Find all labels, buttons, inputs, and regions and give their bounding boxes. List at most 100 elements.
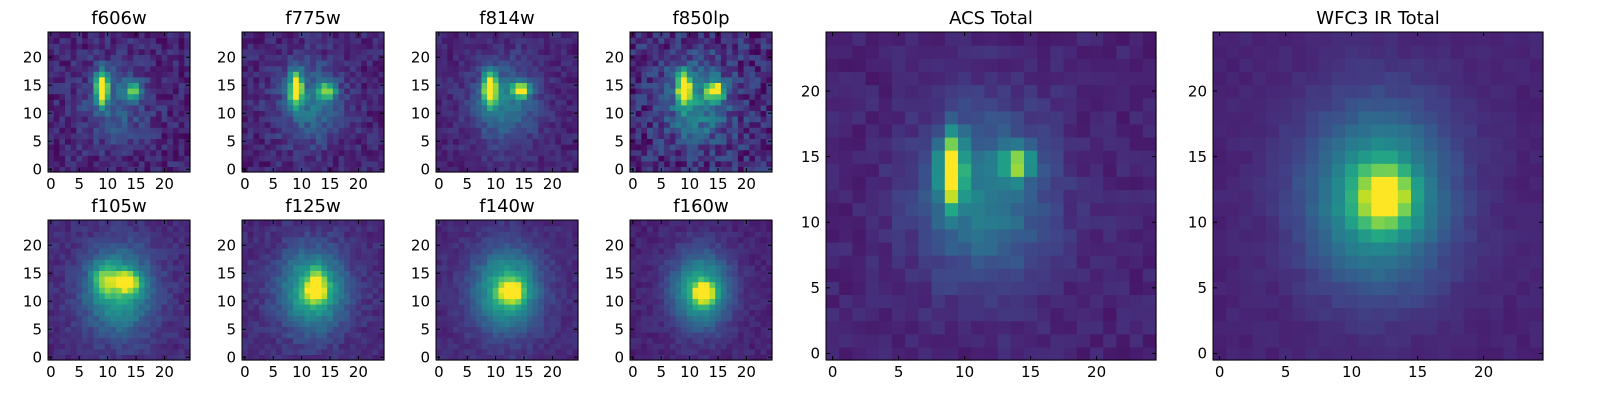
pixel — [138, 242, 146, 249]
pixel — [749, 121, 756, 128]
pixel — [281, 65, 289, 72]
pixel — [133, 248, 140, 255]
pixel — [453, 231, 460, 238]
pixel — [737, 48, 745, 55]
pixel — [116, 292, 123, 299]
pixel — [104, 264, 112, 271]
pixel — [698, 320, 705, 327]
pixel — [104, 138, 112, 145]
pixel — [560, 298, 568, 305]
pixel — [253, 225, 260, 232]
pixel — [521, 82, 528, 89]
pixel — [76, 155, 83, 162]
pixel — [178, 104, 185, 111]
pixel — [692, 304, 699, 311]
pixel — [178, 32, 185, 39]
pixel — [172, 253, 180, 260]
pixel — [355, 315, 362, 322]
pixel — [635, 287, 642, 294]
pixel — [332, 220, 340, 227]
pixel — [737, 287, 745, 294]
pixel — [464, 65, 471, 72]
pixel — [310, 43, 317, 50]
pixel — [441, 259, 448, 266]
pixel — [572, 71, 579, 78]
pixel — [686, 127, 694, 134]
pixel — [509, 309, 517, 316]
pixel — [172, 231, 180, 238]
pixel — [709, 298, 716, 305]
pixel — [99, 253, 106, 260]
pixel — [475, 88, 483, 95]
pixel — [184, 155, 191, 162]
pixel — [521, 309, 528, 316]
pixel — [65, 270, 72, 277]
pixel — [178, 309, 185, 316]
pixel — [70, 155, 77, 162]
pixel — [555, 76, 562, 83]
x-tick-label: 5 — [74, 363, 84, 381]
pixel — [504, 337, 511, 344]
pixel — [509, 93, 517, 100]
pixel — [749, 82, 756, 89]
pixel — [327, 276, 334, 283]
pixel — [647, 54, 654, 61]
pixel — [349, 287, 357, 294]
pixel — [453, 65, 460, 72]
pixel — [104, 160, 112, 167]
pixel — [475, 326, 483, 333]
pixel — [555, 259, 562, 266]
pixel — [178, 54, 185, 61]
pixel — [515, 104, 522, 111]
pixel — [110, 127, 117, 134]
y-tick-label: 10 — [23, 292, 42, 310]
pixel — [715, 116, 722, 123]
pixel — [630, 127, 637, 134]
pixel — [76, 304, 83, 311]
pixel — [167, 93, 174, 100]
pixel — [766, 343, 773, 350]
pixel — [498, 343, 505, 350]
pixel — [253, 88, 260, 95]
pixel — [447, 242, 454, 249]
pixel — [492, 99, 500, 106]
pixel — [53, 231, 60, 238]
pixel — [87, 76, 95, 83]
pixel — [366, 270, 374, 277]
pixel — [53, 88, 60, 95]
pixel — [264, 332, 271, 339]
pixel — [698, 326, 705, 333]
pixel — [698, 71, 705, 78]
pixel — [167, 220, 174, 227]
pixel — [298, 127, 306, 134]
pixel — [372, 132, 379, 139]
pixel — [372, 348, 379, 355]
pixel — [492, 82, 500, 89]
pixel — [664, 110, 671, 117]
pixel — [361, 326, 368, 333]
y-tick-label: 5 — [420, 132, 430, 150]
pixel — [737, 155, 745, 162]
pixel — [458, 242, 465, 249]
pixel — [110, 99, 117, 106]
pixel — [538, 354, 545, 361]
pixel — [298, 242, 306, 249]
pixel — [76, 253, 83, 260]
panel-title: f105w — [91, 196, 146, 217]
pixel — [155, 160, 163, 167]
pixel — [749, 343, 756, 350]
pixel — [498, 144, 505, 151]
pixel — [104, 76, 112, 83]
pixel — [549, 121, 556, 128]
pixel — [48, 160, 55, 167]
pixel — [720, 71, 728, 78]
pixel — [172, 60, 180, 67]
pixel — [635, 315, 642, 322]
pixel — [264, 82, 271, 89]
pixel — [475, 104, 483, 111]
pixel — [133, 65, 140, 72]
pixel — [526, 270, 534, 277]
pixel — [555, 104, 562, 111]
pixel — [504, 320, 511, 327]
